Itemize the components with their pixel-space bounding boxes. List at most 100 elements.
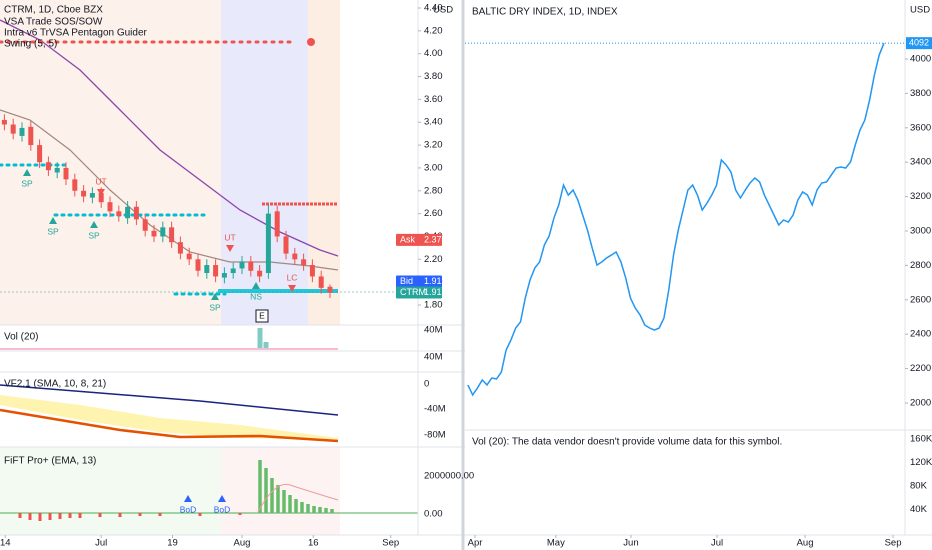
x-tick-label: May xyxy=(547,538,565,549)
zone-bg xyxy=(0,0,221,325)
candle-body xyxy=(19,127,25,136)
candle-body xyxy=(248,261,254,271)
series-line xyxy=(467,42,885,397)
zone-bg xyxy=(221,447,340,535)
histogram xyxy=(18,513,242,521)
ema-line xyxy=(257,483,339,513)
pane-title: VF2.1 (SMA, 10, 8, 21) xyxy=(4,379,106,390)
candle-body xyxy=(151,230,157,237)
pane-axis-label: -40M xyxy=(424,404,446,415)
annotation: LC xyxy=(287,272,298,282)
last-value-tag xyxy=(906,37,932,50)
vf-line xyxy=(0,384,339,416)
candle-body xyxy=(318,276,324,288)
vf-line xyxy=(0,408,339,443)
candle-body xyxy=(89,193,95,198)
indicator-label: Swing (5, 5) xyxy=(4,39,57,50)
y-tick-label: 2.80 xyxy=(424,185,443,196)
indicator-label: VSA Trade SOS/SOW xyxy=(4,17,103,28)
marker xyxy=(90,221,98,228)
candle-body xyxy=(133,206,139,220)
marker xyxy=(97,189,105,196)
y-tick-label: 3.00 xyxy=(424,162,443,173)
annotation: BoD xyxy=(180,504,197,514)
zone-bg xyxy=(0,447,221,535)
candle-body xyxy=(116,211,122,216)
y-tick-label: 2.20 xyxy=(424,254,443,265)
price-tag-name: Bid xyxy=(400,276,413,286)
y-tick-label: 2400 xyxy=(910,329,931,340)
pane-axis-label: 40M xyxy=(424,352,443,363)
pane-title: Vol (20) xyxy=(4,332,38,343)
annotation: SP xyxy=(88,230,100,240)
candle-body xyxy=(221,273,227,278)
indicator-label: Intra v6 TrVSA Pentagon Guider xyxy=(4,28,148,39)
x-tick-label: Sep xyxy=(382,538,399,549)
candle-body xyxy=(230,268,236,274)
y-tick-label: 3800 xyxy=(910,88,931,99)
candle-body xyxy=(81,190,87,197)
last-value-label: 4092 xyxy=(909,38,929,48)
candle-body xyxy=(292,253,298,260)
marker xyxy=(211,293,219,300)
candle-body xyxy=(10,124,16,134)
candle-body xyxy=(107,202,113,212)
volume-axis-label: 120K xyxy=(910,457,932,468)
title: CTRM, 1D, Cboe BZX xyxy=(4,5,103,16)
candle-body xyxy=(213,265,219,277)
volume-note: Vol (20): The data vendor doesn't provid… xyxy=(472,437,782,448)
candle-body xyxy=(301,259,307,266)
pane-axis-label: 2000000.00 xyxy=(424,471,474,482)
candle-body xyxy=(160,227,166,237)
y-tick-label: 2200 xyxy=(910,363,931,374)
x-tick-label: Apr xyxy=(468,538,483,549)
pane-axis-label: 0.00 xyxy=(424,509,443,520)
candle-body xyxy=(169,227,175,243)
x-tick-label: Aug xyxy=(797,538,814,549)
annotation: UT xyxy=(95,176,106,186)
candle-body xyxy=(195,259,201,271)
candle-body xyxy=(265,213,271,274)
candle-body xyxy=(45,162,51,171)
y-tick-label: 4.40 xyxy=(424,3,443,14)
y-tick-label: 3200 xyxy=(910,191,931,202)
candle-body xyxy=(186,253,192,260)
marker xyxy=(288,285,296,292)
x-tick-label: 14 xyxy=(0,538,11,549)
vf-area xyxy=(0,395,338,440)
marker xyxy=(252,282,260,289)
y-tick-label: 1.80 xyxy=(424,300,443,311)
price-tag xyxy=(396,233,442,246)
x-tick-label: Jun xyxy=(623,538,638,549)
candle-body xyxy=(309,265,315,277)
pane-title: FiFT Pro+ (EMA, 13) xyxy=(4,456,96,467)
price-tag-value: 1.91 xyxy=(424,276,442,286)
candle-body xyxy=(72,179,78,191)
annotation: NS xyxy=(250,291,262,301)
volume-axis-label: 40K xyxy=(910,504,928,515)
marker xyxy=(255,309,269,323)
candle-body xyxy=(239,261,245,269)
y-tick-label: 4000 xyxy=(910,54,931,65)
annotation: SP xyxy=(209,302,221,312)
currency: USD xyxy=(910,5,930,16)
y-tick-label: 3000 xyxy=(910,226,931,237)
candle-body xyxy=(204,265,210,274)
price-tag-name: Ask xyxy=(400,234,416,244)
moving-average xyxy=(0,19,339,257)
candle-body xyxy=(142,219,148,231)
marker xyxy=(218,495,226,502)
y-tick-label: 4.20 xyxy=(424,25,443,36)
y-tick-label: 3.40 xyxy=(424,117,443,128)
volume-bar xyxy=(257,328,269,350)
annotation: SP xyxy=(47,226,59,236)
candle-body xyxy=(1,119,7,125)
candle-body xyxy=(177,242,183,254)
y-tick-label: 4.00 xyxy=(424,48,443,59)
y-tick-label: 3400 xyxy=(910,157,931,168)
candle-body xyxy=(283,236,289,254)
candle-body xyxy=(125,206,131,219)
candle-body xyxy=(274,211,280,237)
